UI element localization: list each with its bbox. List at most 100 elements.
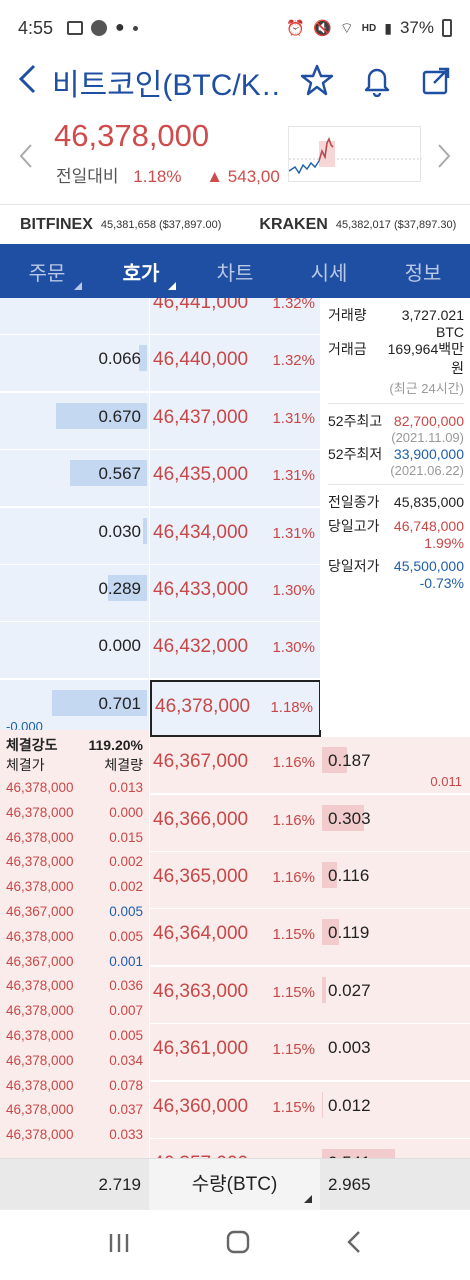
- trade-quantity: 0.005: [109, 928, 143, 944]
- bid-price-row[interactable]: 46,360,000 1.15%: [150, 1081, 321, 1139]
- trade-quantity: 0.007: [109, 1003, 143, 1019]
- home-button[interactable]: [225, 1229, 251, 1262]
- tab-chart[interactable]: 차트: [216, 262, 254, 285]
- trade-row: 46,378,000 0.005: [6, 925, 143, 950]
- ask-row[interactable]: 0.567: [0, 450, 149, 508]
- system-back-button[interactable]: [345, 1230, 363, 1261]
- trade-quantity: 0.001: [109, 953, 143, 969]
- trade-price: 46,378,000: [6, 854, 74, 870]
- status-bar: 4:55 ● ⏰ 🔇 ⌔ HD ▮ 37%: [0, 0, 470, 56]
- ask-price-row[interactable]: 46,437,000 1.31%: [150, 392, 321, 450]
- bid-price-row[interactable]: 46,365,000 1.16%: [150, 852, 321, 909]
- trade-row: 46,378,000 0.037: [6, 1098, 143, 1123]
- alert-button[interactable]: [360, 63, 394, 102]
- bid-rate: 1.14%: [272, 1156, 315, 1158]
- tab-bar: 주문 호가 차트 시세 정보: [0, 244, 470, 298]
- trade-quantity: 0.033: [109, 1127, 143, 1143]
- trade-row: 46,378,000 0.015: [6, 826, 143, 851]
- bid-price-row[interactable]: 46,367,000 1.16%: [150, 737, 321, 795]
- chat-icon: ●: [115, 19, 125, 36]
- ask-row[interactable]: [0, 298, 149, 335]
- bid-quantity: 0.003: [328, 1038, 371, 1058]
- ask-price: 46,432,000: [153, 636, 249, 658]
- bid-price-row[interactable]: 46,364,000 1.15%: [150, 909, 321, 967]
- recent-apps-icon: [109, 1233, 129, 1252]
- trade-row: 46,378,000 0.007: [6, 999, 143, 1024]
- ask-row[interactable]: 0.289: [0, 565, 149, 622]
- bid-rate: 1.15%: [272, 1098, 315, 1116]
- bid-volume-bar: [322, 804, 364, 831]
- strength-label: 체결강도: [6, 737, 58, 753]
- price-column: 46,441,000 1.32% 46,440,000 1.32% 46,437,000…: [149, 298, 321, 1158]
- ask-price-row[interactable]: 46,434,000 1.31%: [150, 507, 321, 565]
- bid-price: 46,364,000: [153, 923, 249, 945]
- bid-row[interactable]: 0.003: [320, 1024, 470, 1082]
- back-button[interactable]: [16, 62, 38, 102]
- price-summary: 46,378,000 전일대비 1.18% ▲ 543,00: [0, 110, 470, 202]
- trade-row: 46,378,000 0.002: [6, 875, 143, 900]
- ask-price-row[interactable]: 46,440,000 1.32%: [150, 335, 321, 393]
- battery-icon: [442, 19, 452, 37]
- bid-price-row[interactable]: 46,357,000 1.14%: [150, 1139, 321, 1158]
- bid-price-row[interactable]: 46,361,000 1.15%: [150, 1024, 321, 1082]
- trade-quantity: 0.005: [109, 903, 143, 919]
- tab-info[interactable]: 정보: [404, 262, 442, 285]
- ask-rate: 1.30%: [272, 639, 315, 657]
- bid-row[interactable]: 0.119: [320, 909, 470, 967]
- trade-row: 46,378,000 0.034: [6, 1049, 143, 1074]
- ask-row[interactable]: 0.030: [0, 507, 149, 565]
- ask-price-row[interactable]: 46,435,000 1.31%: [150, 450, 321, 508]
- tab-orderbook[interactable]: 호가: [94, 244, 188, 298]
- ask-quantity-column: 0.066 0.670 0.567 0.030 0.289 0.000 0.701 -0.00…: [0, 298, 149, 1158]
- prev-close-label: 전일종가: [328, 494, 380, 510]
- ask-rate: 1.32%: [272, 298, 315, 312]
- tab-order[interactable]: 주문: [0, 244, 94, 298]
- high52-label: 52주최고: [328, 413, 383, 429]
- bid-row[interactable]: 0.012: [320, 1081, 470, 1139]
- battery-level: 37%: [399, 18, 434, 37]
- tab-market-price[interactable]: 시세: [310, 262, 348, 285]
- bid-row[interactable]: 0.027: [320, 966, 470, 1024]
- ask-rate: 1.31%: [272, 524, 315, 542]
- next-coin-button[interactable]: [436, 142, 452, 177]
- system-nav-bar: [0, 1210, 470, 1280]
- more-notifications-icon: [132, 25, 138, 31]
- bid-row[interactable]: 0.187 0.011: [320, 737, 470, 795]
- ask-quantity: 0.289: [98, 579, 141, 598]
- ask-row[interactable]: 0.670: [0, 392, 149, 450]
- amount-unit: 원: [451, 360, 464, 376]
- wifi-icon: ⌔: [339, 19, 354, 37]
- bid-row[interactable]: 0.116: [320, 852, 470, 909]
- back-arrow-icon: [18, 64, 36, 94]
- bid-row[interactable]: 0.541: [320, 1139, 470, 1158]
- current-price-row[interactable]: 46,378,000 1.18%: [150, 679, 321, 737]
- prev-close-value: 45,835,000: [393, 494, 464, 510]
- recent-24h-note: (최근 24시간): [389, 381, 464, 396]
- trade-quantity: 0.013: [109, 780, 143, 795]
- ask-row[interactable]: 0.701 -0.000: [0, 679, 149, 737]
- ask-row[interactable]: 0.066: [0, 335, 149, 393]
- bid-quantity: 0.187: [328, 751, 371, 771]
- share-button[interactable]: [420, 63, 454, 102]
- trade-row: 46,378,000 0.013: [6, 776, 143, 801]
- ask-price-row[interactable]: 46,433,000 1.30%: [150, 565, 321, 622]
- unit-selector[interactable]: 수량(BTC): [149, 1158, 320, 1211]
- recent-apps-button[interactable]: [107, 1230, 131, 1261]
- ask-rate: 1.32%: [272, 352, 315, 370]
- ask-volume-bar: [70, 460, 147, 487]
- mute-icon: 🔇: [313, 20, 332, 37]
- bid-price-row[interactable]: 46,363,000 1.15%: [150, 966, 321, 1024]
- change-amount: ▲ 543,00: [206, 167, 280, 186]
- bid-quantity: 0.541: [328, 1153, 371, 1158]
- exchange-name-kraken: KRAKEN: [259, 215, 328, 233]
- bid-row[interactable]: 0.303: [320, 794, 470, 852]
- prev-coin-button[interactable]: [18, 142, 34, 177]
- ask-quantity: 0.567: [98, 464, 141, 484]
- ask-price-row[interactable]: 46,432,000 1.30%: [150, 622, 321, 680]
- order-book[interactable]: 0.066 0.670 0.567 0.030 0.289 0.000 0.701 -0.00…: [0, 298, 470, 1158]
- ask-row[interactable]: 0.000: [0, 622, 149, 680]
- mini-chart[interactable]: [288, 126, 422, 182]
- favorite-button[interactable]: [300, 63, 334, 102]
- ask-price-row[interactable]: 46,441,000 1.32%: [150, 298, 321, 335]
- bid-price-row[interactable]: 46,366,000 1.16%: [150, 794, 321, 852]
